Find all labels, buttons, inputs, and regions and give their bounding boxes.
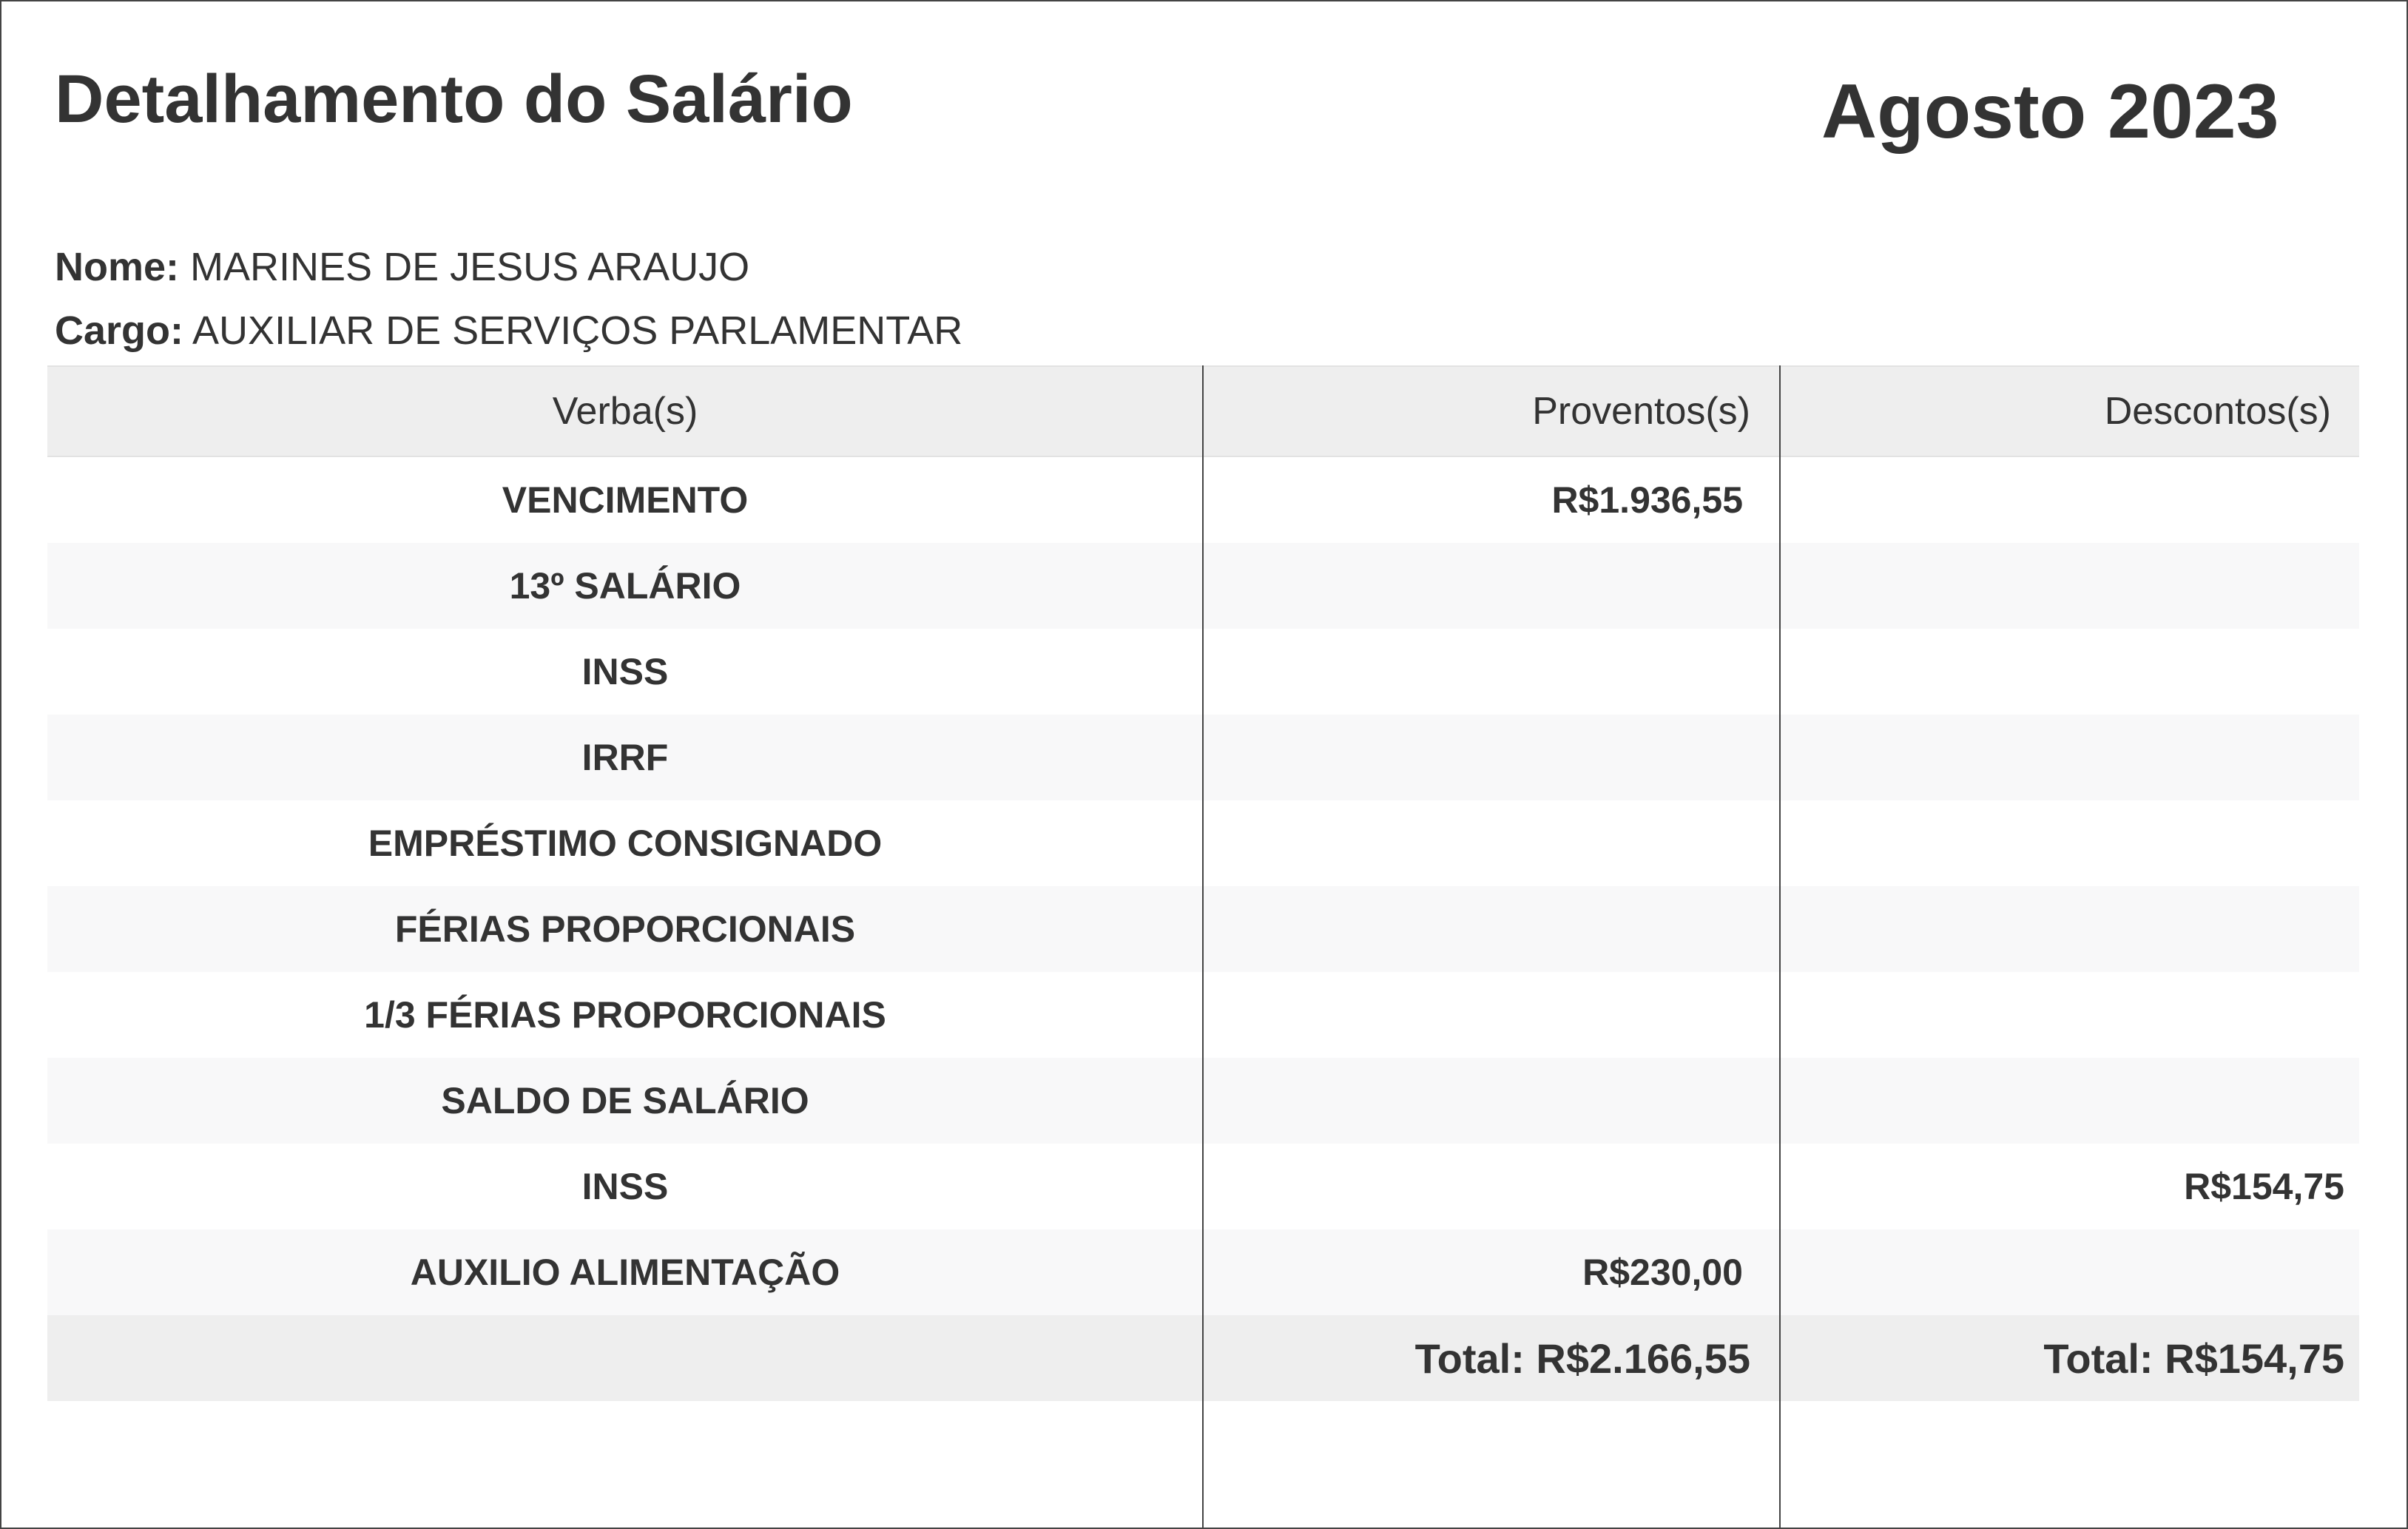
cell-verba: EMPRÉSTIMO CONSIGNADO: [368, 823, 883, 864]
cell-verba: 1/3 FÉRIAS PROPORCIONAIS: [364, 994, 886, 1036]
employee-role: Cargo: AUXILIAR DE SERVIÇOS PARLAMENTAR: [55, 308, 962, 354]
column-header-verba: Verba(s): [552, 390, 698, 433]
name-value: MARINES DE JESUS ARAUJO: [190, 245, 750, 289]
total-proventos: Total: R$2.166,55: [1414, 1334, 1750, 1382]
column-divider: [1779, 365, 1781, 1528]
cell-verba: 13º SALÁRIO: [509, 565, 741, 607]
table-row: INSS: [47, 629, 2359, 715]
cell-verba: INSS: [581, 651, 669, 692]
cell-verba: IRRF: [581, 737, 669, 778]
period-label: Agosto 2023: [1821, 69, 2279, 155]
cell-verba: VENCIMENTO: [502, 479, 749, 521]
role-value: AUXILIAR DE SERVIÇOS PARLAMENTAR: [192, 308, 963, 353]
table-row: INSS R$154,75: [47, 1144, 2359, 1229]
cell-proventos: R$1.936,55: [1551, 479, 1743, 521]
column-divider: [1202, 365, 1204, 1528]
cell-proventos: R$230,00: [1582, 1252, 1743, 1293]
role-label: Cargo:: [55, 308, 183, 353]
cell-verba: FÉRIAS PROPORCIONAIS: [394, 908, 856, 950]
column-header-descontos: Descontos(s): [2104, 390, 2331, 433]
table-row: EMPRÉSTIMO CONSIGNADO: [47, 800, 2359, 886]
cell-verba: SALDO DE SALÁRIO: [441, 1080, 809, 1121]
page-title: Detalhamento do Salário: [55, 61, 853, 137]
cell-verba: INSS: [581, 1166, 669, 1207]
employee-name: Nome: MARINES DE JESUS ARAUJO: [55, 244, 749, 290]
cell-descontos: R$154,75: [2184, 1166, 2344, 1207]
column-header-proventos: Proventos(s): [1532, 390, 1750, 433]
table-row: 1/3 FÉRIAS PROPORCIONAIS: [47, 972, 2359, 1058]
cell-verba: AUXILIO ALIMENTAÇÃO: [410, 1252, 840, 1293]
name-label: Nome:: [55, 245, 180, 289]
total-descontos: Total: R$154,75: [2043, 1334, 2344, 1382]
table-row: VENCIMENTO R$1.936,55: [47, 457, 2359, 543]
